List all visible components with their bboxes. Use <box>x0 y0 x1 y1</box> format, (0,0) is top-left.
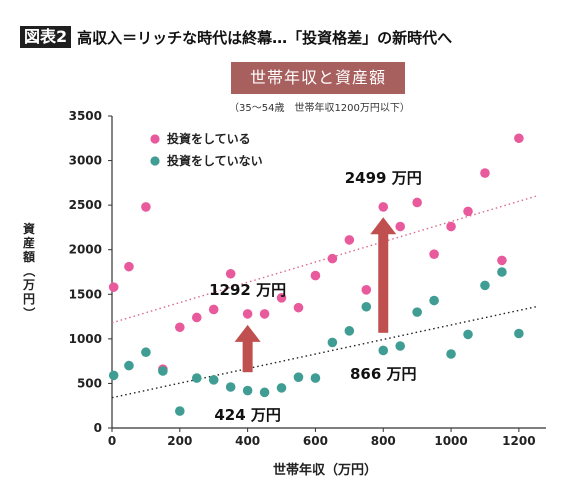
y-tick-label: 0 <box>94 421 102 435</box>
chart-subtitle: （35～54歳 世帯年収1200万円以下） <box>229 103 410 114</box>
y-tick-label: 3500 <box>69 109 102 123</box>
data-point-series-2 <box>124 360 134 371</box>
data-point-series-1 <box>395 221 406 232</box>
data-point-series-1 <box>497 255 507 266</box>
data-point-series-2 <box>344 326 355 336</box>
x-tick-label: 400 <box>235 434 260 448</box>
data-point-series-1 <box>327 253 338 264</box>
x-tick-label: 1000 <box>434 434 467 448</box>
callout-label-2: 424 万円 <box>214 406 281 424</box>
data-point-series-2 <box>514 328 524 339</box>
data-point-series-2 <box>361 301 372 312</box>
chart-title: 世帯年収と資産額 <box>231 62 405 94</box>
arrow-shaft-1 <box>242 340 253 373</box>
data-point-series-2 <box>497 267 507 277</box>
arrow-head-1 <box>234 324 261 342</box>
data-point-series-2 <box>463 329 473 340</box>
y-tick-label: 1000 <box>69 332 102 346</box>
data-point-series-2 <box>378 345 389 356</box>
data-point-series-1 <box>175 322 185 333</box>
x-tick-label: 1200 <box>502 434 535 448</box>
x-tick-label: 200 <box>167 434 192 448</box>
trend-line-2 <box>111 306 536 399</box>
data-point-series-2 <box>141 347 151 358</box>
data-point-series-2 <box>175 406 185 416</box>
data-point-series-1 <box>514 133 524 144</box>
data-point-series-1 <box>225 268 236 279</box>
figure-label: 図表2 <box>20 26 72 48</box>
x-tick-label: 600 <box>303 434 328 448</box>
legend-label-1: 投資をしている <box>167 131 251 146</box>
legend-marker-1 <box>150 134 160 144</box>
y-tick-label: 500 <box>77 376 102 390</box>
data-point-series-1 <box>276 293 287 303</box>
data-point-series-1 <box>463 206 473 217</box>
data-point-series-1 <box>378 202 389 212</box>
data-point-series-1 <box>108 282 119 292</box>
x-axis-label: 世帯年収（万円） <box>272 463 377 478</box>
data-point-series-1 <box>293 302 304 313</box>
trend-line-1 <box>111 195 537 324</box>
data-point-series-1 <box>191 312 202 323</box>
data-point-series-2 <box>327 337 338 348</box>
x-tick-label: 800 <box>371 434 396 448</box>
callout-label-1: 1292 万円 <box>209 281 286 299</box>
legend-label-2: 投資をしていない <box>167 153 263 168</box>
data-point-series-1 <box>344 235 355 245</box>
data-point-series-1 <box>480 168 490 178</box>
data-point-series-2 <box>276 383 287 393</box>
data-point-series-1 <box>446 221 456 232</box>
data-point-series-2 <box>242 385 253 396</box>
data-point-series-2 <box>480 280 490 291</box>
data-point-series-1 <box>412 197 422 208</box>
data-point-series-2 <box>293 372 304 382</box>
figure-title: 高収入＝リッチな時代は終幕…「投資格差」の新時代へ <box>77 28 453 47</box>
data-point-series-2 <box>225 382 236 392</box>
arrow-head-2 <box>370 217 397 235</box>
data-point-series-2 <box>191 373 202 383</box>
data-point-series-1 <box>242 309 253 319</box>
data-point-series-1 <box>124 261 134 272</box>
data-point-series-2 <box>412 307 422 317</box>
x-tick-label: 0 <box>108 434 116 448</box>
data-point-series-2 <box>429 295 439 306</box>
data-point-series-1 <box>259 309 270 319</box>
data-point-series-2 <box>395 341 406 351</box>
arrow-shaft-2 <box>378 233 389 333</box>
data-point-series-1 <box>429 249 439 259</box>
y-tick-label: 1500 <box>69 287 102 301</box>
data-point-series-2 <box>310 373 321 383</box>
y-tick-label: 3000 <box>69 154 102 168</box>
data-point-series-2 <box>108 370 119 381</box>
data-point-series-2 <box>158 366 168 376</box>
y-tick-label: 2000 <box>69 243 102 257</box>
data-point-series-1 <box>141 202 151 212</box>
callout-label-4: 866 万円 <box>350 365 417 383</box>
y-tick-label: 2500 <box>69 198 102 212</box>
y-axis-label: 資産額（万円） <box>22 222 36 319</box>
data-point-series-1 <box>208 304 219 315</box>
callout-label-3: 2499 万円 <box>345 169 422 187</box>
data-point-series-2 <box>446 349 456 359</box>
legend-marker-2 <box>150 156 160 166</box>
data-point-series-1 <box>310 270 321 281</box>
data-point-series-1 <box>361 285 372 295</box>
data-point-series-2 <box>259 387 270 398</box>
figure-header: 図表2 高収入＝リッチな時代は終幕…「投資格差」の新時代へ <box>20 26 452 48</box>
data-point-series-2 <box>208 375 219 385</box>
